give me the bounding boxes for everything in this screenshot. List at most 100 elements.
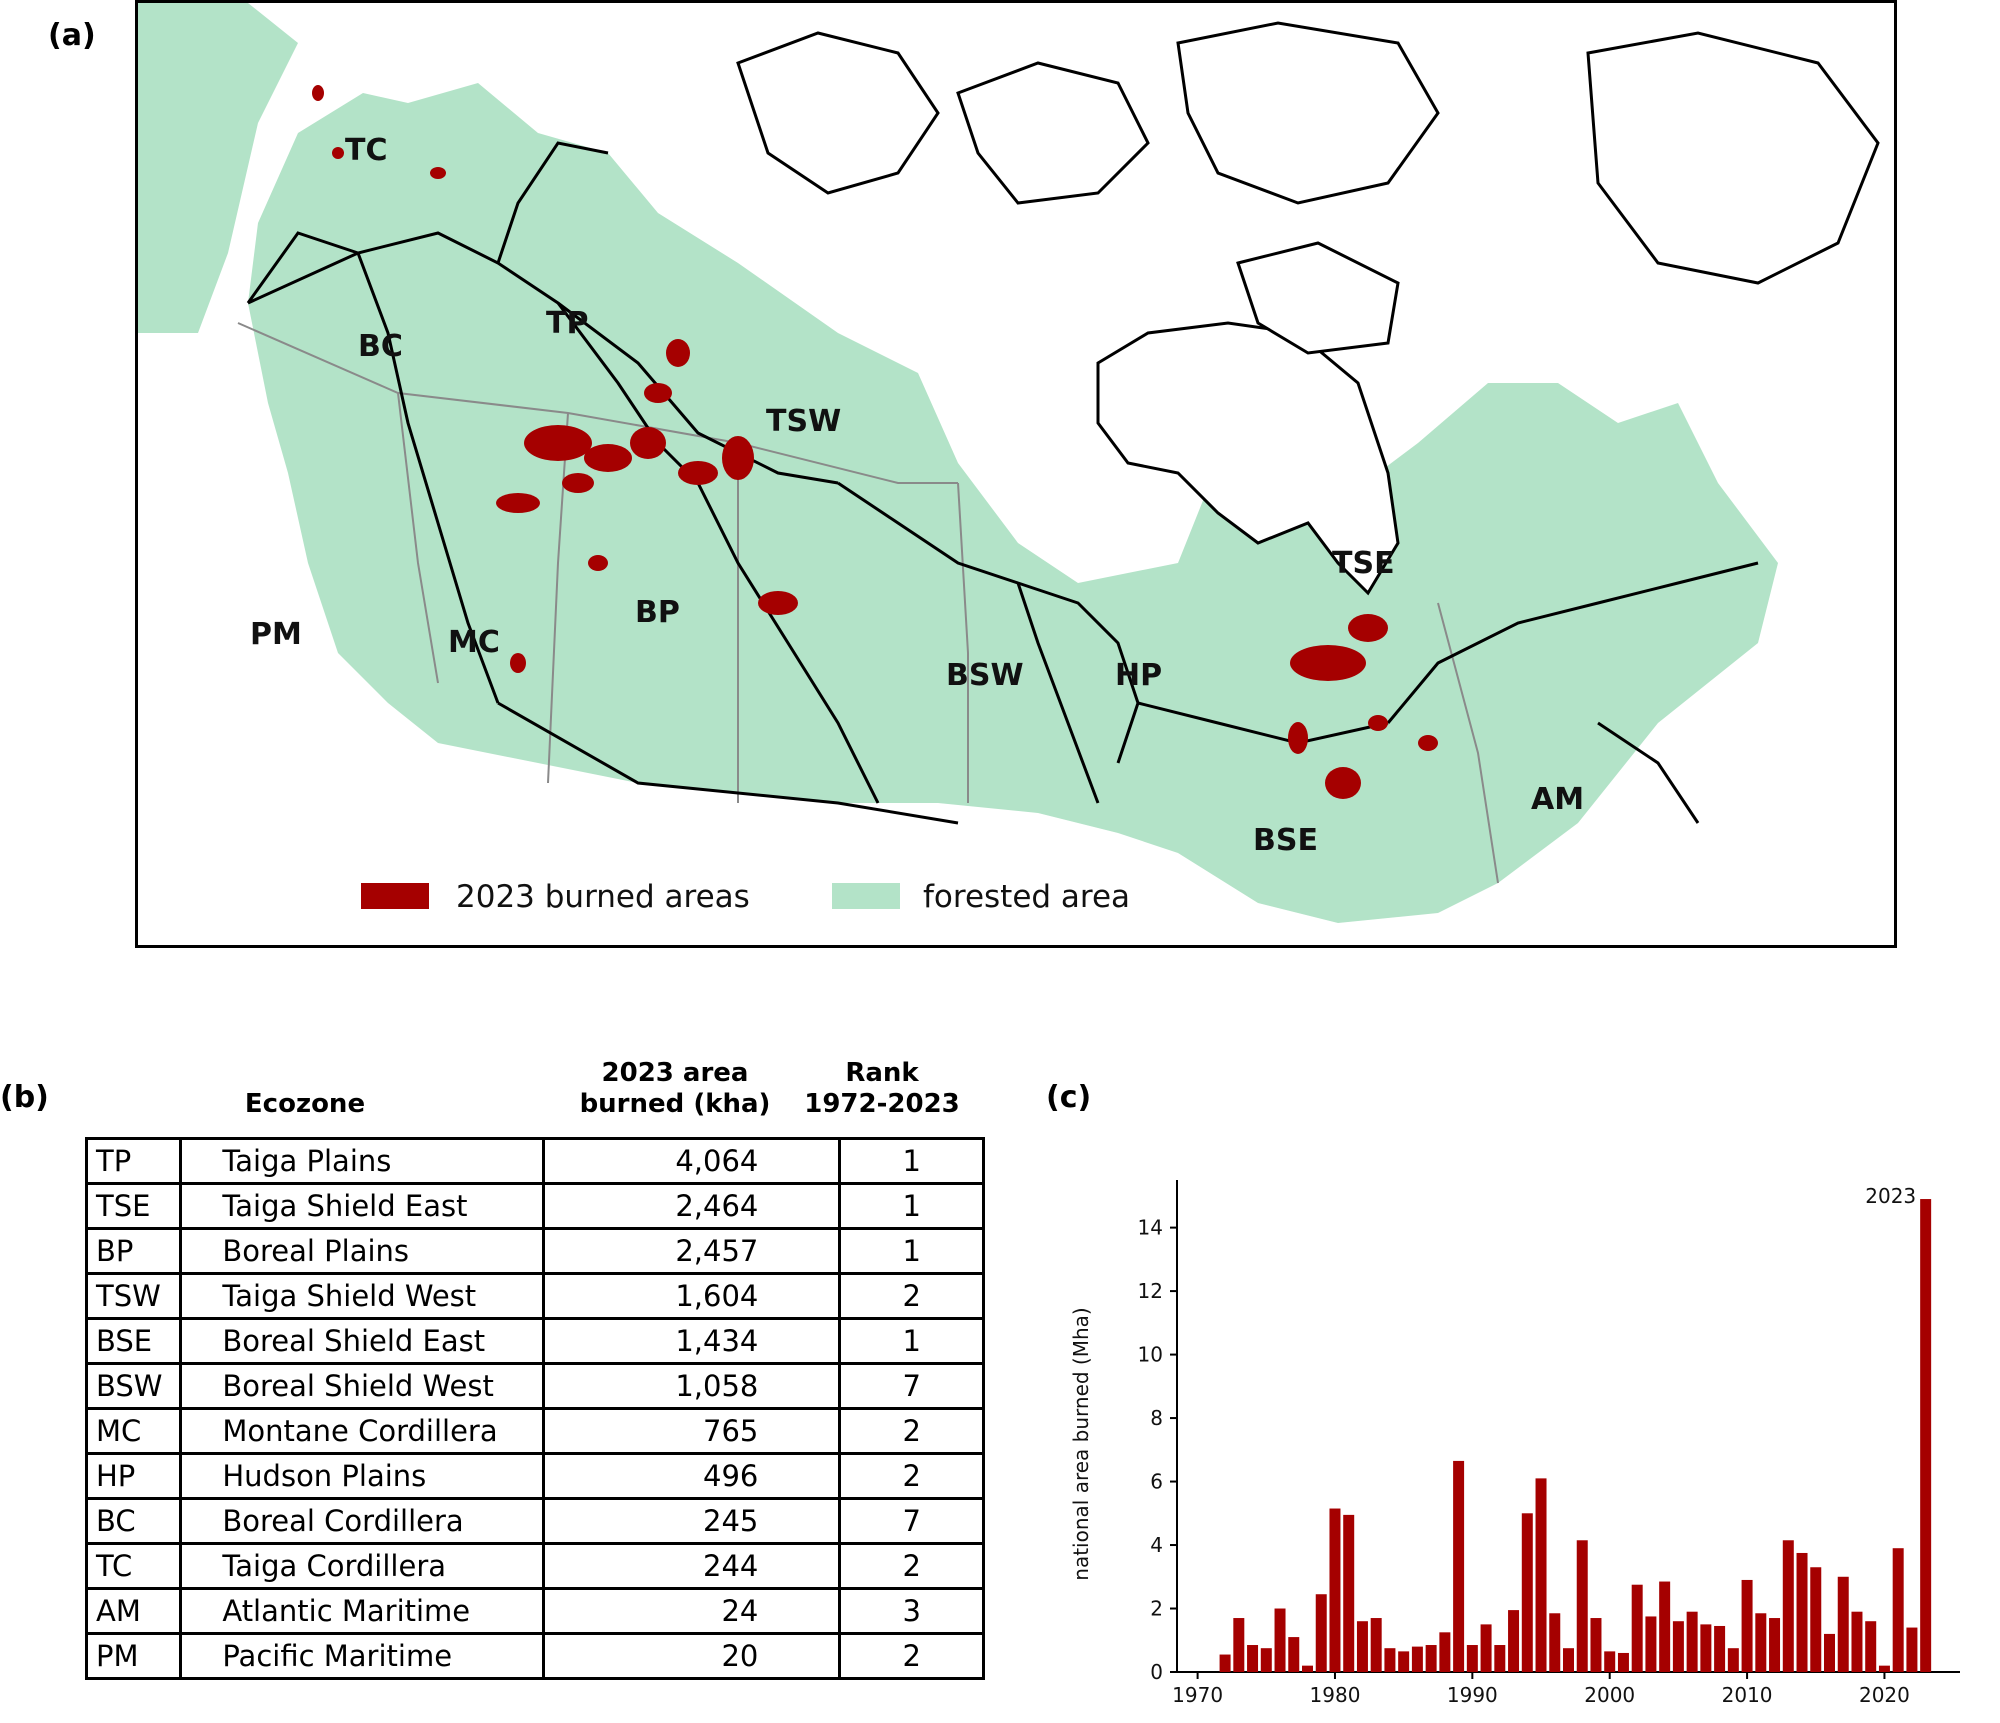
cell-rank: 7: [838, 1362, 985, 1410]
zone-label-tse: TSE: [1332, 546, 1395, 581]
bar-2019: [1865, 1621, 1877, 1672]
zone-labels: TC BC TP TSW BP MC PM BSW HP TSE BSE AM: [250, 133, 1584, 858]
table-row: MC Montane Cordillera 765 2: [84, 1407, 985, 1455]
bar-1985: [1398, 1651, 1410, 1672]
legend-label-forest: forested area: [923, 879, 1130, 915]
cell-rank: 3: [838, 1587, 985, 1635]
ecozone-table: TP Taiga Plains 4,064 1 TSE Taiga Shield East…: [84, 1137, 985, 1680]
x-tick-label: 1980: [1310, 1683, 1361, 1707]
bar-1973: [1233, 1618, 1245, 1672]
bar-2006: [1686, 1611, 1698, 1672]
bar-1980: [1329, 1508, 1341, 1672]
table-row: TP Taiga Plains 4,064 1: [84, 1137, 985, 1185]
bar-1982: [1356, 1621, 1368, 1672]
bar-2016: [1824, 1633, 1835, 1672]
bar-1999: [1590, 1618, 1602, 1672]
cell-abbr: PM: [84, 1632, 183, 1680]
x-tick-label: 2020: [1859, 1683, 1910, 1707]
zone-label-bse: BSE: [1253, 823, 1318, 858]
table-row: BC Boreal Cordillera 245 7: [84, 1497, 985, 1545]
bar-1979: [1315, 1594, 1327, 1672]
cell-abbr: BSE: [84, 1317, 183, 1365]
bar-2008: [1714, 1625, 1726, 1672]
table-row: BSW Boreal Shield West 1,058 7: [84, 1362, 985, 1410]
table-row: TSW Taiga Shield West 1,604 2: [84, 1272, 985, 1320]
bar-2005: [1672, 1621, 1684, 1672]
table-row: AM Atlantic Maritime 24 3: [84, 1587, 985, 1635]
bar-1994: [1521, 1513, 1533, 1672]
zone-label-am: AM: [1531, 782, 1584, 817]
bar-2002: [1631, 1584, 1643, 1672]
bar-2014: [1796, 1552, 1808, 1672]
bar-1987: [1425, 1645, 1437, 1672]
bar-2023: [1920, 1199, 1932, 1672]
bar-1984: [1384, 1648, 1396, 1672]
cell-abbr: BC: [84, 1497, 183, 1545]
bar-2001: [1617, 1652, 1629, 1672]
zone-label-tc: TC: [345, 133, 387, 168]
national-area-burned-chart: national area burned (Mha) 0 2 4 6 8 10 12 14 19…: [1040, 1160, 2000, 1719]
cell-ecozone-name: Taiga Shield West: [179, 1272, 545, 1320]
table-row: PM Pacific Maritime 20 2: [84, 1632, 985, 1680]
legend-swatch-forest: [832, 883, 900, 909]
cell-abbr: TSE: [84, 1182, 183, 1230]
table-row: BSE Boreal Shield East 1,434 1: [84, 1317, 985, 1365]
y-tick-label: 0: [1150, 1660, 1163, 1684]
header-rank: Rank 1972-2023: [804, 1058, 960, 1119]
table-row: TC Taiga Cordillera 244 2: [84, 1542, 985, 1590]
bar-2017: [1837, 1576, 1849, 1672]
bar-1974: [1247, 1645, 1259, 1672]
zone-label-hp: HP: [1115, 658, 1162, 693]
cell-area-burned: 24: [541, 1587, 842, 1635]
bar-2022: [1906, 1627, 1918, 1672]
chart-canvas: national area burned (Mha) 0 2 4 6 8 10 12 14 19…: [1069, 1180, 1960, 1707]
y-tick-label: 14: [1138, 1216, 1163, 1240]
bar-2013: [1782, 1540, 1794, 1672]
x-tick-label: 1990: [1447, 1683, 1498, 1707]
cell-ecozone-name: Atlantic Maritime: [179, 1587, 545, 1635]
cell-abbr: MC: [84, 1407, 183, 1455]
bar-1978: [1302, 1665, 1313, 1672]
cell-abbr: TP: [84, 1137, 183, 1185]
cell-ecozone-name: Taiga Cordillera: [179, 1542, 545, 1590]
cell-rank: 2: [838, 1542, 985, 1590]
arctic-islands: [736, 21, 1880, 355]
bar-1988: [1439, 1632, 1451, 1672]
cell-abbr: BSW: [84, 1362, 183, 1410]
cell-area-burned: 2,464: [541, 1182, 842, 1230]
cell-rank: 1: [838, 1317, 985, 1365]
cell-ecozone-name: Boreal Plains: [179, 1227, 545, 1275]
x-tick-label: 2000: [1584, 1683, 1635, 1707]
cell-rank: 2: [838, 1272, 985, 1320]
bar-1990: [1466, 1645, 1478, 1672]
bar-1993: [1508, 1610, 1520, 1672]
cell-area-burned: 1,434: [541, 1317, 842, 1365]
table-row: TSE Taiga Shield East 2,464 1: [84, 1182, 985, 1230]
cell-abbr: BP: [84, 1227, 183, 1275]
bar-2015: [1810, 1567, 1822, 1672]
zone-label-bp: BP: [635, 595, 680, 630]
y-tick-label: 6: [1150, 1470, 1163, 1494]
cell-area-burned: 20: [541, 1632, 842, 1680]
cell-area-burned: 1,058: [541, 1362, 842, 1410]
header-area-burned: 2023 area burned (kha): [579, 1058, 771, 1119]
cell-area-burned: 765: [541, 1407, 842, 1455]
bar-1981: [1343, 1514, 1355, 1672]
cell-abbr: AM: [84, 1587, 183, 1635]
bar-2007: [1700, 1624, 1712, 1672]
table-row: BP Boreal Plains 2,457 1: [84, 1227, 985, 1275]
bar-2009: [1727, 1648, 1739, 1672]
cell-ecozone-name: Boreal Shield West: [179, 1362, 545, 1410]
bar-2004: [1659, 1581, 1671, 1672]
burned-areas: [312, 85, 1438, 799]
bar-1997: [1563, 1648, 1574, 1672]
cell-rank: 2: [838, 1452, 985, 1500]
map-canvas: TC BC TP TSW BP MC PM BSW HP TSE BSE AM …: [138, 3, 1880, 923]
cell-ecozone-name: Taiga Shield East: [179, 1182, 545, 1230]
chart-ylabel: national area burned (Mha): [1069, 1307, 1093, 1580]
bar-1976: [1274, 1608, 1286, 1672]
cell-rank: 2: [838, 1632, 985, 1680]
cell-rank: 1: [838, 1227, 985, 1275]
zone-label-bc: BC: [358, 329, 403, 364]
cell-area-burned: 1,604: [541, 1272, 842, 1320]
